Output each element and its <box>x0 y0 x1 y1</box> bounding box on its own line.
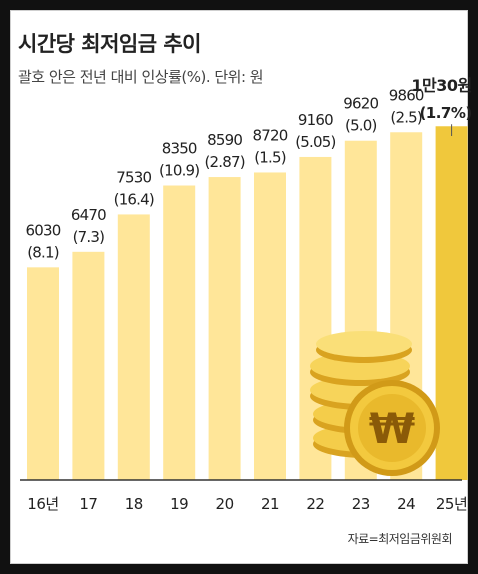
growth-label: (1.5) <box>254 148 286 166</box>
x-tick-label: 16년 <box>27 495 58 513</box>
x-tick-label: 23 <box>352 495 370 513</box>
bar-3 <box>117 214 150 480</box>
growth-label: (10.9) <box>159 162 199 180</box>
growth-label: (5.0) <box>345 117 377 135</box>
x-tick-label: 22 <box>306 495 324 513</box>
growth-label: (7.3) <box>73 228 105 246</box>
growth-label: (5.05) <box>295 133 335 151</box>
growth-label: (8.1) <box>27 243 59 261</box>
value-label: 6030 <box>26 221 61 239</box>
value-label: 7530 <box>116 168 151 186</box>
value-label: 9860 <box>389 86 424 104</box>
bar-6 <box>254 172 286 480</box>
value-label: 1만30원 <box>411 76 471 95</box>
value-label: 9160 <box>298 111 333 129</box>
coin-stack-layer <box>316 331 412 357</box>
bar-2 <box>72 251 105 480</box>
chart-title: 시간당 최저임금 추이 <box>18 32 202 56</box>
won-coin-inner <box>358 394 426 462</box>
x-tick-label: 19 <box>170 495 188 513</box>
value-label: 6470 <box>71 206 106 224</box>
bar-4 <box>163 185 196 480</box>
bar-1 <box>27 267 59 480</box>
value-label: 9620 <box>343 95 378 113</box>
value-label: 8590 <box>207 131 242 149</box>
growth-label: (1.7%) <box>419 104 471 122</box>
x-tick-label: 20 <box>216 495 234 513</box>
x-tick-label: 17 <box>79 495 97 513</box>
growth-label: (2.87) <box>204 153 244 171</box>
source-note: 자료=최저임금위원회 <box>347 532 453 546</box>
value-label: 8350 <box>162 140 197 158</box>
growth-label: (16.4) <box>114 190 154 208</box>
chart-subtitle: 괄호 안은 전년 대비 인상률(%). 단위: 원 <box>18 68 264 86</box>
bar-10 <box>435 126 468 480</box>
bar-5 <box>208 177 241 480</box>
x-tick-label: 24 <box>397 495 415 513</box>
won-coin-stack-icon: ₩ <box>310 331 440 476</box>
value-label: 8720 <box>253 126 288 144</box>
x-tick-label: 25년 <box>436 495 467 513</box>
won-symbol: ₩ <box>369 404 415 453</box>
growth-label: (2.5) <box>390 108 422 126</box>
x-tick-label: 18 <box>125 495 143 513</box>
x-tick-label: 21 <box>261 495 279 513</box>
